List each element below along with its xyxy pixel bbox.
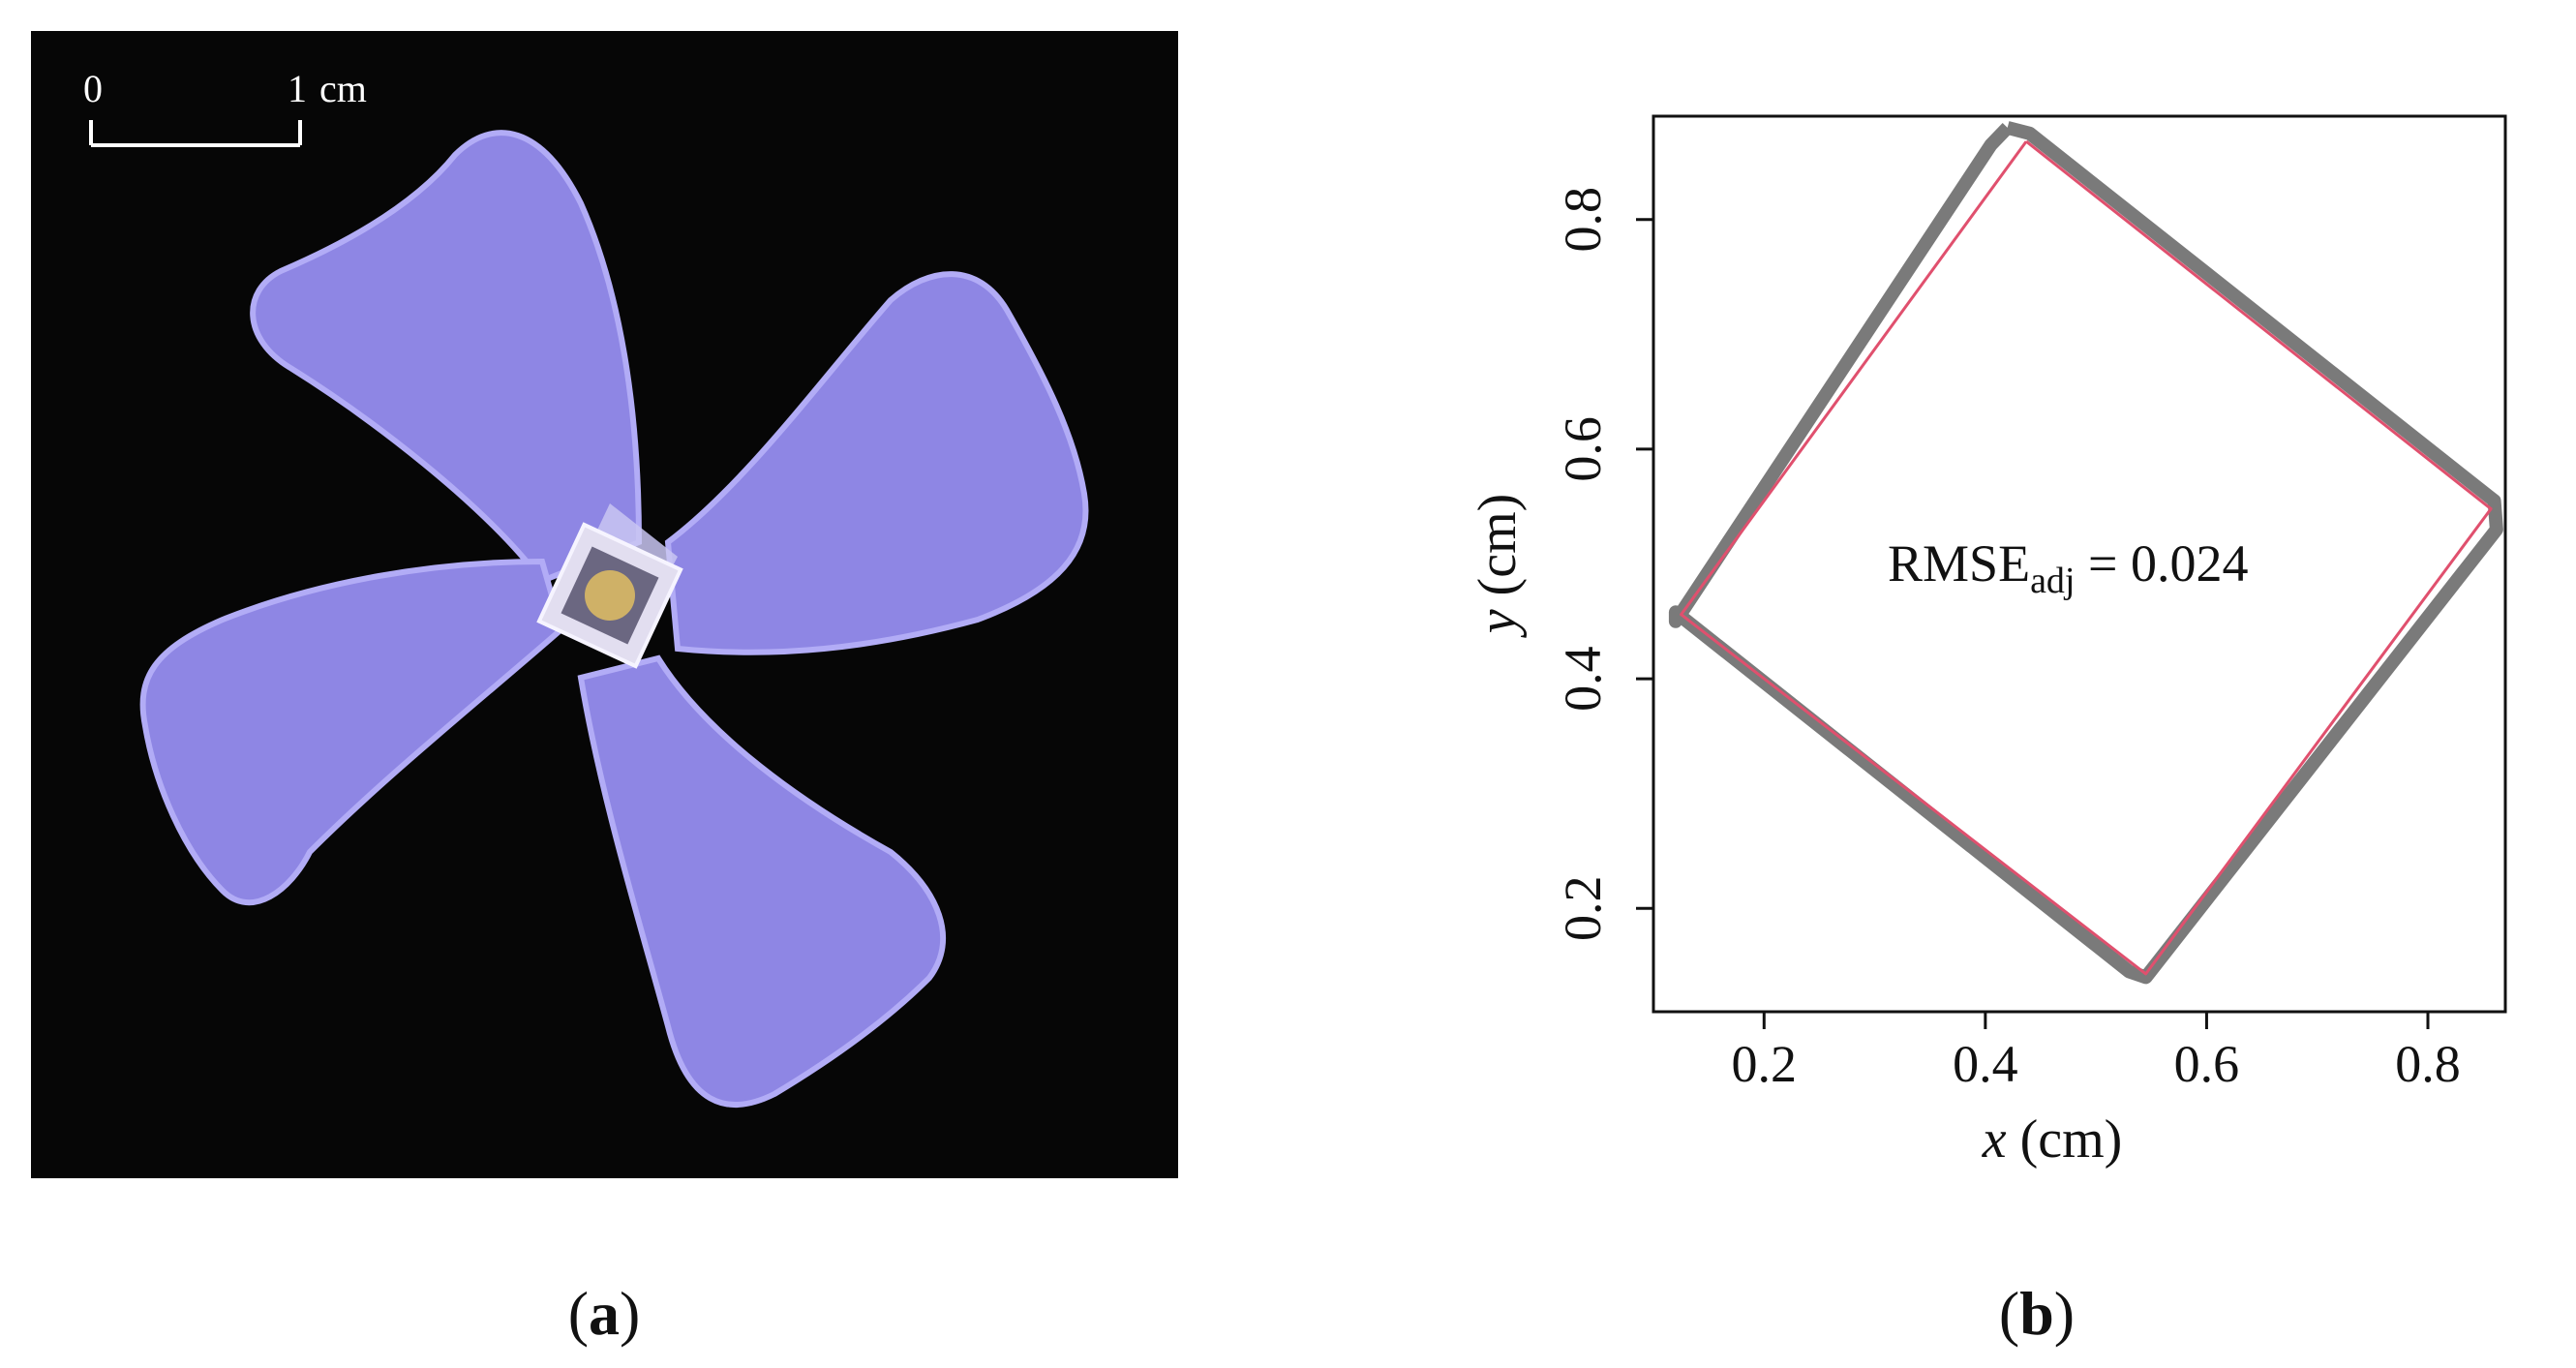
- rmse-suffix: = 0.024: [2076, 534, 2249, 593]
- petal-lower-right: [577, 654, 947, 1109]
- panel-a-caption-letter: a: [589, 1279, 620, 1348]
- rmse-subscript: adj: [2030, 561, 2075, 601]
- petal-upper-left: [250, 130, 643, 585]
- x-tick-label: 0.6: [2174, 1035, 2240, 1093]
- y-tick-label: 0.2: [1554, 876, 1612, 942]
- flower-photo: [139, 130, 1089, 1109]
- scale-bar-unit-label: cm: [319, 67, 367, 110]
- plot-frame: [1652, 114, 2507, 1014]
- x-axis-label-unit: (cm): [2007, 1110, 2123, 1170]
- panel-b-caption: (b): [1999, 1279, 2075, 1348]
- y-axis-label-unit: (cm): [1468, 494, 1528, 610]
- petal-lower-left: [139, 558, 565, 906]
- y-axis-label: y (cm): [1468, 494, 1528, 639]
- observed-contour-line: [1668, 121, 2503, 985]
- x-axis: 0.2 0.4 0.6 0.8: [1732, 1012, 2461, 1093]
- x-tick-label: 0.2: [1732, 1035, 1798, 1093]
- panel-b-caption-letter: b: [2019, 1279, 2054, 1348]
- x-tick-label: 0.8: [2395, 1035, 2461, 1093]
- rmse-annotation: RMSEadj = 0.024: [1888, 534, 2248, 601]
- scale-bar: 0 1 cm: [83, 67, 367, 147]
- panel-b: 0.2 0.4 0.6 0.8 0.2 0.4 0.6 0.8 RMSEadj = 0.02…: [1468, 114, 2507, 1348]
- x-axis-label: x (cm): [1982, 1110, 2123, 1170]
- y-axis-label-var: y: [1468, 609, 1528, 638]
- scale-bar-end-label: 1: [288, 67, 307, 110]
- panel-a: 0 1 cm (a): [31, 31, 1178, 1348]
- petal-right: [664, 271, 1089, 655]
- flower-center-dot: [585, 570, 635, 621]
- y-tick-label: 0.4: [1554, 646, 1612, 712]
- y-tick-label: 0.8: [1554, 187, 1612, 253]
- y-tick-label: 0.6: [1554, 416, 1612, 482]
- x-tick-label: 0.4: [1953, 1035, 2018, 1093]
- rmse-prefix: RMSE: [1888, 534, 2030, 593]
- panel-a-caption: (a): [568, 1279, 641, 1348]
- y-axis: 0.2 0.4 0.6 0.8: [1554, 187, 1653, 941]
- fitted-curve-line: [1680, 139, 2493, 976]
- x-axis-label-var: x: [1982, 1110, 2007, 1170]
- scale-bar-start-label: 0: [83, 67, 103, 110]
